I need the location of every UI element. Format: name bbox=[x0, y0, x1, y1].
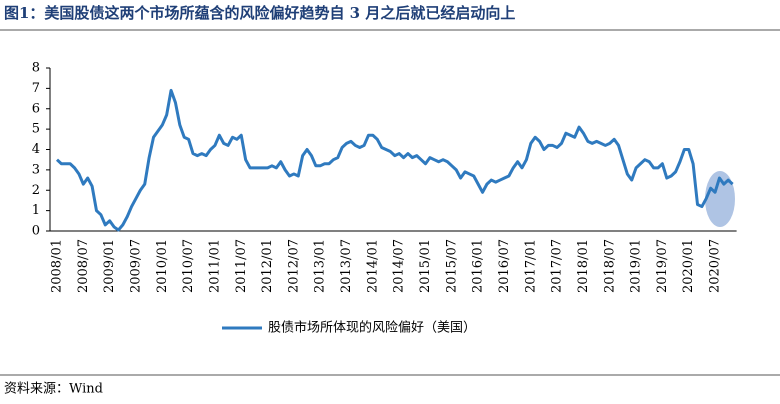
x-tick-label: 2012/01 bbox=[260, 239, 275, 293]
x-tick-label: 2009/07 bbox=[128, 239, 143, 293]
x-tick-label: 2015/07 bbox=[444, 239, 459, 293]
y-tick-label: 7 bbox=[32, 81, 40, 96]
y-tick-label: 4 bbox=[32, 142, 40, 157]
highlight bbox=[705, 171, 735, 227]
x-tick-label: 2019/01 bbox=[629, 239, 644, 293]
x-tick-label: 2013/01 bbox=[313, 239, 328, 293]
x-tick-label: 2013/07 bbox=[339, 239, 354, 293]
x-tick-label: 2011/01 bbox=[207, 239, 222, 293]
x-tick-label: 2020/07 bbox=[708, 239, 723, 293]
x-tick-label: 2020/01 bbox=[681, 239, 696, 293]
x-tick-label: 2014/07 bbox=[392, 239, 407, 293]
x-tick-label: 2014/01 bbox=[365, 239, 380, 293]
x-tick-label: 2016/07 bbox=[497, 239, 512, 293]
x-tick-label: 2010/07 bbox=[181, 239, 196, 293]
x-tick-label: 2017/07 bbox=[550, 239, 565, 293]
chart-title: 图1：美国股债这两个市场所蕴含的风险偏好趋势自 3 月之后就已经启动向上 bbox=[4, 4, 515, 22]
x-tick-label: 2017/01 bbox=[523, 239, 538, 293]
y-tick-label: 8 bbox=[32, 61, 40, 76]
x-tick-label: 2018/01 bbox=[576, 239, 591, 293]
y-tick-label: 1 bbox=[32, 203, 40, 218]
legend-label: 股债市场所体现的风险偏好（美国） bbox=[268, 320, 476, 336]
data-line bbox=[55, 88, 734, 232]
x-tick-label: 2010/01 bbox=[155, 239, 170, 293]
y-tick-label: 0 bbox=[32, 224, 40, 239]
y-tick-label: 2 bbox=[32, 183, 40, 198]
x-tick-label: 2008/01 bbox=[50, 239, 65, 293]
x-tick-label: 2009/01 bbox=[102, 239, 117, 293]
x-tick-label: 2018/07 bbox=[602, 239, 617, 293]
x-tick-label: 2016/01 bbox=[471, 239, 486, 293]
y-tick-label: 3 bbox=[32, 162, 40, 177]
x-tick-label: 2012/07 bbox=[286, 239, 301, 293]
x-tick-label: 2011/07 bbox=[234, 239, 249, 293]
x-tick-label: 2015/01 bbox=[418, 239, 433, 293]
y-tick-label: 5 bbox=[32, 122, 40, 137]
x-tick-label: 2019/07 bbox=[655, 239, 670, 293]
y-tick-label: 6 bbox=[32, 101, 40, 116]
x-tick-label: 2008/07 bbox=[76, 239, 91, 293]
source: 资料来源：Wind bbox=[4, 382, 103, 397]
